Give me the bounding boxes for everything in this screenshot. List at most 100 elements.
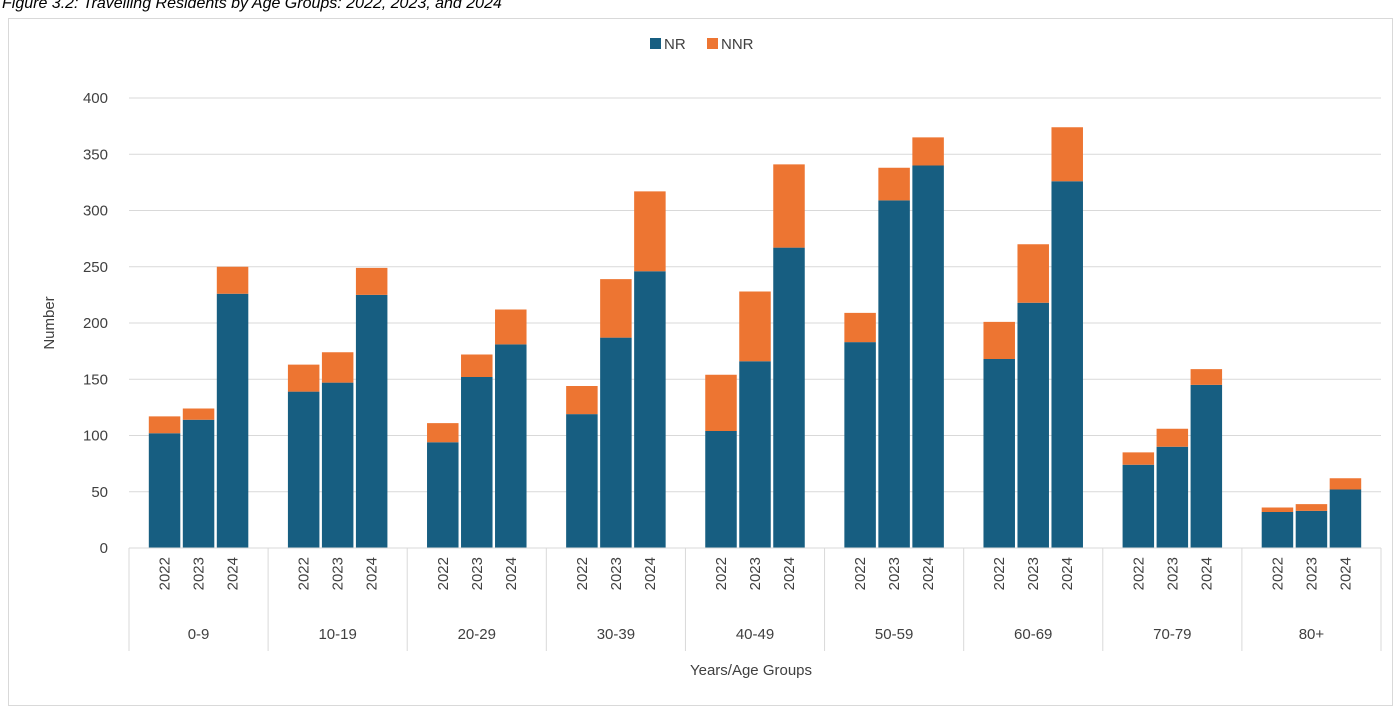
year-tick-label: 2023 (1025, 557, 1042, 590)
bar-nr (1122, 464, 1155, 548)
bar-nr (600, 337, 632, 548)
bar-nr (878, 200, 910, 548)
bar-nnr (1156, 428, 1189, 447)
bar-nr (1261, 512, 1294, 548)
bar-nnr (148, 416, 181, 434)
y-tick-label: 50 (91, 484, 108, 501)
year-tick-label: 2022 (1130, 557, 1147, 590)
year-tick-label: 2022 (1269, 557, 1286, 590)
year-tick-label: 2024 (1059, 557, 1076, 590)
year-tick-label: 2023 (191, 557, 208, 590)
y-tick-label: 150 (83, 371, 108, 388)
legend-label-nnr: NNR (721, 36, 754, 53)
bar-nr (1017, 302, 1049, 548)
bar-nnr (912, 137, 944, 166)
bar-nnr (427, 423, 459, 443)
year-tick-label: 2023 (886, 557, 903, 590)
bar-nnr (600, 279, 632, 338)
year-tick-label: 2023 (747, 557, 764, 590)
y-tick-label: 400 (83, 90, 108, 107)
year-tick-label: 2023 (1164, 557, 1181, 590)
age-group-label: 0-9 (188, 626, 210, 643)
bar-nnr (495, 309, 527, 345)
age-group-label: 80+ (1299, 626, 1325, 643)
age-group-label: 60-69 (1014, 626, 1052, 643)
bar-nnr (355, 267, 388, 295)
age-group-label: 40-49 (736, 626, 774, 643)
x-axis-label: Years/Age Groups (690, 662, 812, 679)
bar-nr (461, 377, 493, 548)
bar-nr (773, 247, 805, 548)
bar-nnr (773, 164, 805, 248)
bar-nnr (1190, 369, 1223, 385)
bar-nnr (878, 167, 910, 201)
y-tick-label: 100 (83, 428, 108, 445)
year-tick-label: 2024 (1198, 557, 1215, 590)
bar-nr (355, 294, 388, 548)
bar-nr (216, 293, 249, 548)
year-tick-label: 2024 (1337, 557, 1354, 590)
year-tick-label: 2022 (713, 557, 730, 590)
bar-nnr (1261, 507, 1294, 512)
year-tick-label: 2023 (330, 557, 347, 590)
bar-nr (1329, 489, 1362, 548)
year-tick-label: 2022 (157, 557, 174, 590)
legend: NR NNR (650, 36, 754, 53)
age-group-label: 10-19 (318, 626, 356, 643)
bar-nr (287, 391, 320, 548)
bar-nr (739, 361, 771, 548)
figure-title: Figure 3.2: Travelling Residents by Age … (2, 0, 502, 12)
chart-area: 0 50 100 150 200 250 300 350 400 2022 2023 2024 0-9… (8, 18, 1393, 706)
bar-nnr (566, 386, 598, 415)
bar-nr (705, 431, 737, 548)
bar-nr (148, 433, 181, 548)
bar-nr (495, 344, 527, 548)
age-group-label: 70-79 (1153, 626, 1191, 643)
y-axis-ticks: 0 50 100 150 200 250 300 350 400 (83, 90, 108, 557)
year-tick-label: 2024 (920, 557, 937, 590)
bar-nnr (739, 291, 771, 362)
bar-nnr (1051, 127, 1083, 182)
bar-nnr (1017, 244, 1049, 303)
bar-nr (566, 414, 598, 548)
bar-nnr (983, 321, 1015, 359)
year-tick-label: 2024 (781, 557, 798, 590)
bar-nr (634, 271, 666, 548)
x-axis: 2022 2023 2024 0-9 2022 2023 2024 10-19 2022 2023… (128, 547, 1382, 651)
bar-nnr (1329, 478, 1362, 490)
age-group-label: 20-29 (458, 626, 496, 643)
bar-nnr (1122, 452, 1155, 465)
bar-nr (427, 442, 459, 548)
bar-nnr (634, 191, 666, 272)
year-tick-label: 2024 (642, 557, 659, 590)
bar-nr (321, 382, 354, 548)
bars (148, 127, 1362, 548)
year-tick-label: 2022 (296, 557, 313, 590)
bar-nr (1051, 181, 1083, 548)
y-tick-label: 350 (83, 146, 108, 163)
legend-label-nr: NR (664, 36, 686, 53)
year-tick-label: 2024 (225, 557, 242, 590)
legend-swatch-nr (650, 38, 661, 49)
year-tick-label: 2022 (435, 557, 452, 590)
year-tick-label: 2022 (852, 557, 869, 590)
y-tick-label: 200 (83, 315, 108, 332)
year-tick-label: 2022 (574, 557, 591, 590)
bar-nnr (182, 408, 215, 420)
bar-nnr (461, 354, 493, 377)
bar-nnr (1295, 504, 1328, 511)
bar-nnr (216, 266, 249, 294)
age-group-label: 50-59 (875, 626, 913, 643)
stacked-bar-chart: 0 50 100 150 200 250 300 350 400 2022 2023 2024 0-9… (41, 36, 1382, 679)
year-tick-label: 2024 (364, 557, 381, 590)
bar-nnr (287, 364, 320, 392)
bar-nr (182, 419, 215, 548)
year-tick-label: 2023 (1303, 557, 1320, 590)
bar-nr (1190, 384, 1223, 548)
y-axis-label: Number (41, 296, 58, 349)
bar-nr (983, 359, 1015, 548)
bar-nr (844, 342, 876, 548)
bar-nr (1295, 510, 1328, 548)
bar-nnr (321, 352, 354, 383)
bar-nr (912, 165, 944, 548)
